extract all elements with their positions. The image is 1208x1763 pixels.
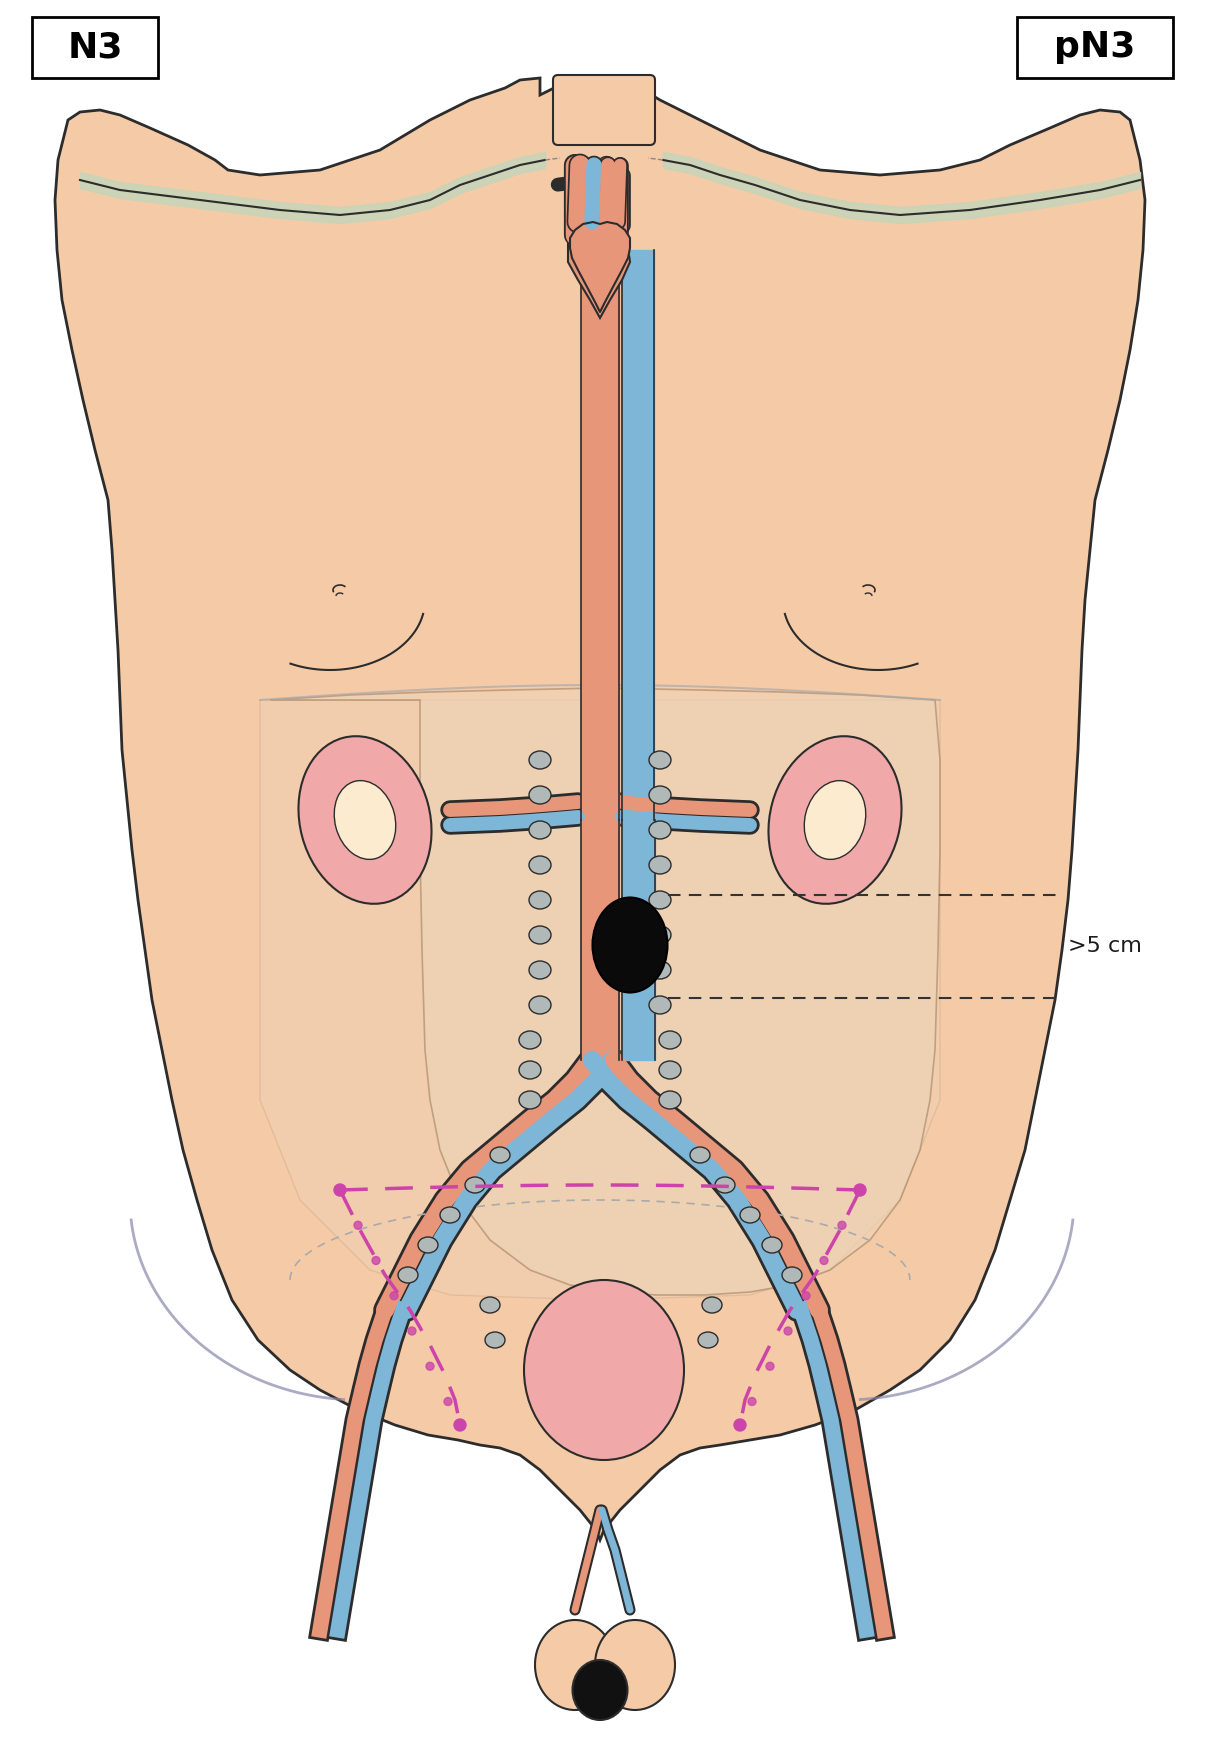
Ellipse shape bbox=[529, 786, 551, 804]
Ellipse shape bbox=[519, 1031, 541, 1049]
Ellipse shape bbox=[660, 1031, 681, 1049]
Ellipse shape bbox=[573, 1661, 627, 1721]
Ellipse shape bbox=[782, 1268, 802, 1283]
Ellipse shape bbox=[440, 1208, 460, 1224]
Circle shape bbox=[454, 1419, 466, 1432]
Circle shape bbox=[336, 1186, 344, 1194]
Text: >5 cm: >5 cm bbox=[1068, 936, 1142, 956]
Ellipse shape bbox=[805, 781, 866, 859]
Circle shape bbox=[426, 1363, 434, 1370]
Ellipse shape bbox=[397, 1268, 418, 1283]
Ellipse shape bbox=[519, 1061, 541, 1079]
Circle shape bbox=[734, 1419, 747, 1432]
Ellipse shape bbox=[649, 890, 670, 910]
Circle shape bbox=[354, 1222, 362, 1229]
Circle shape bbox=[838, 1222, 846, 1229]
Ellipse shape bbox=[592, 897, 668, 993]
FancyBboxPatch shape bbox=[31, 18, 158, 78]
Ellipse shape bbox=[690, 1148, 710, 1164]
Ellipse shape bbox=[649, 857, 670, 874]
Ellipse shape bbox=[649, 786, 670, 804]
Ellipse shape bbox=[480, 1298, 500, 1313]
Polygon shape bbox=[56, 78, 1145, 1541]
Circle shape bbox=[390, 1292, 397, 1299]
Ellipse shape bbox=[715, 1178, 734, 1194]
Polygon shape bbox=[260, 700, 940, 1299]
Polygon shape bbox=[570, 222, 631, 312]
Ellipse shape bbox=[335, 781, 396, 859]
Ellipse shape bbox=[535, 1620, 615, 1710]
Ellipse shape bbox=[490, 1148, 510, 1164]
Ellipse shape bbox=[649, 996, 670, 1014]
Ellipse shape bbox=[768, 737, 901, 904]
Ellipse shape bbox=[741, 1208, 760, 1224]
Polygon shape bbox=[568, 226, 631, 317]
Circle shape bbox=[766, 1363, 774, 1370]
Ellipse shape bbox=[660, 1061, 681, 1079]
Ellipse shape bbox=[529, 890, 551, 910]
Polygon shape bbox=[271, 688, 940, 1296]
Ellipse shape bbox=[418, 1238, 439, 1253]
Ellipse shape bbox=[698, 1333, 718, 1349]
Circle shape bbox=[748, 1398, 756, 1405]
Ellipse shape bbox=[298, 737, 431, 904]
Circle shape bbox=[784, 1328, 792, 1335]
Ellipse shape bbox=[762, 1238, 782, 1253]
Text: N3: N3 bbox=[68, 30, 123, 63]
Ellipse shape bbox=[529, 822, 551, 839]
Ellipse shape bbox=[519, 1091, 541, 1109]
Polygon shape bbox=[561, 79, 647, 136]
Circle shape bbox=[333, 1185, 345, 1195]
Ellipse shape bbox=[529, 857, 551, 874]
Ellipse shape bbox=[529, 751, 551, 769]
Text: pN3: pN3 bbox=[1055, 30, 1136, 63]
Circle shape bbox=[445, 1398, 452, 1405]
Ellipse shape bbox=[484, 1333, 505, 1349]
FancyBboxPatch shape bbox=[1017, 18, 1173, 78]
Ellipse shape bbox=[529, 926, 551, 943]
Circle shape bbox=[372, 1257, 381, 1264]
Ellipse shape bbox=[529, 961, 551, 978]
Ellipse shape bbox=[702, 1298, 722, 1313]
Ellipse shape bbox=[649, 751, 670, 769]
Ellipse shape bbox=[649, 926, 670, 943]
Circle shape bbox=[854, 1185, 866, 1195]
Ellipse shape bbox=[529, 996, 551, 1014]
Ellipse shape bbox=[649, 822, 670, 839]
Circle shape bbox=[802, 1292, 811, 1299]
FancyBboxPatch shape bbox=[553, 76, 655, 145]
Circle shape bbox=[856, 1186, 864, 1194]
Ellipse shape bbox=[649, 961, 670, 978]
Circle shape bbox=[820, 1257, 827, 1264]
Ellipse shape bbox=[596, 1620, 675, 1710]
Circle shape bbox=[408, 1328, 416, 1335]
Ellipse shape bbox=[660, 1091, 681, 1109]
Ellipse shape bbox=[524, 1280, 684, 1460]
Ellipse shape bbox=[465, 1178, 484, 1194]
